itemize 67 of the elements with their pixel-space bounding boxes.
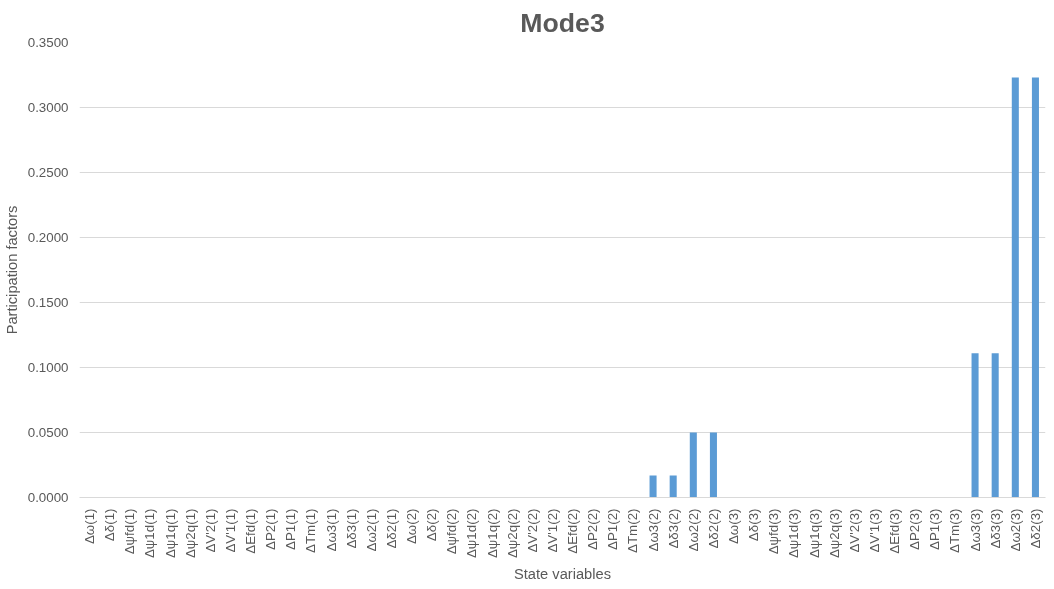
x-tick-label: ΔTm(3) xyxy=(947,508,963,553)
x-tick-label: Δδ3(1) xyxy=(343,508,359,549)
chart-title: Mode3 xyxy=(520,7,605,38)
bar xyxy=(991,353,999,498)
x-tick-label: Δψ1q(1) xyxy=(162,508,178,559)
x-tick-label: ΔTm(1) xyxy=(303,508,319,553)
x-tick-label: Δδ(2) xyxy=(424,508,440,542)
y-tick-label: 0.0500 xyxy=(27,425,69,440)
x-tick-label: ΔV'2(3) xyxy=(846,508,862,553)
x-tick-label: ΔP2(2) xyxy=(585,508,601,550)
x-tick-label: ΔV'1(2) xyxy=(544,508,560,553)
x-tick-label: Δψ1d(3) xyxy=(786,508,802,559)
x-tick-label: Δψ1q(3) xyxy=(806,508,822,559)
y-tick-label: 0.1500 xyxy=(27,295,69,310)
y-tick-label: 0.2500 xyxy=(27,165,69,180)
y-tick-label: 0.0000 xyxy=(27,490,69,505)
x-tick-label: ΔV'2(1) xyxy=(202,508,218,553)
x-tick-label: Δω3(3) xyxy=(967,508,983,552)
x-tick-label: ΔP1(2) xyxy=(605,508,621,550)
x-tick-label: Δδ2(1) xyxy=(383,508,399,549)
bar xyxy=(971,353,979,498)
x-axis-title: State variables xyxy=(514,566,611,583)
x-tick-label: Δω2(1) xyxy=(363,508,379,552)
x-tick-label: Δδ(1) xyxy=(102,508,118,542)
x-tick-label: Δω(2) xyxy=(404,508,420,545)
x-tick-label: ΔP2(1) xyxy=(263,508,279,550)
x-tick-label: ΔV'1(1) xyxy=(222,508,238,553)
x-tick-label: Δψ1d(1) xyxy=(142,508,158,559)
x-tick-label: ΔP1(1) xyxy=(283,508,299,550)
y-tick-label: 0.3500 xyxy=(27,35,69,50)
y-tick-label: 0.2000 xyxy=(27,230,69,245)
x-tick-label: ΔV'2(2) xyxy=(524,508,540,553)
x-tick-label: Δδ2(3) xyxy=(1027,508,1043,549)
x-tick-label: Δω(1) xyxy=(82,508,98,545)
x-tick-label: Δω2(3) xyxy=(1007,508,1023,552)
x-tick-label: Δω3(2) xyxy=(645,508,661,552)
x-tick-label: Δψ1d(2) xyxy=(464,508,480,559)
y-axis-title: Participation factors xyxy=(3,205,20,335)
x-tick-label: ΔP1(3) xyxy=(927,508,943,550)
x-tick-label: Δδ3(3) xyxy=(987,508,1003,549)
x-tick-label: Δψ2q(3) xyxy=(826,508,842,559)
x-tick-label: ΔEfd(1) xyxy=(243,508,259,554)
bar xyxy=(669,475,677,498)
bar xyxy=(649,475,657,498)
x-tick-label: Δδ(3) xyxy=(746,508,762,542)
bar xyxy=(709,432,717,498)
x-tick-label: Δω2(2) xyxy=(685,508,701,552)
x-tick-label: ΔV'1(3) xyxy=(866,508,882,553)
x-tick-label: Δψ2q(1) xyxy=(182,508,198,559)
x-tick-label: Δω(3) xyxy=(726,508,742,545)
x-tick-label: Δδ2(2) xyxy=(705,508,721,549)
x-tick-label: Δψ2q(2) xyxy=(504,508,520,559)
y-tick-label: 0.1000 xyxy=(27,360,69,375)
x-tick-label: Δψfd(1) xyxy=(122,508,138,555)
bar xyxy=(689,432,697,498)
x-tick-label: Δω3(1) xyxy=(323,508,339,552)
x-tick-label: Δψ1q(2) xyxy=(484,508,500,559)
y-tick-label: 0.3000 xyxy=(27,100,69,115)
bar xyxy=(1031,77,1039,498)
x-tick-label: ΔEfd(3) xyxy=(887,508,903,554)
bar xyxy=(1011,77,1019,498)
x-tick-label: ΔEfd(2) xyxy=(565,508,581,554)
x-tick-label: Δψfd(2) xyxy=(444,508,460,555)
x-tick-label: ΔTm(2) xyxy=(625,508,641,553)
x-tick-label: Δψfd(3) xyxy=(766,508,782,555)
x-tick-label: Δδ3(2) xyxy=(665,508,681,549)
x-tick-label: ΔP2(3) xyxy=(907,508,923,550)
